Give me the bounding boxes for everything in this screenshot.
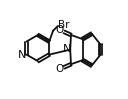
Text: N: N [18, 50, 26, 60]
Text: N: N [63, 44, 71, 54]
Text: O: O [56, 25, 64, 35]
Text: Br: Br [58, 20, 70, 30]
Text: O: O [56, 64, 64, 74]
